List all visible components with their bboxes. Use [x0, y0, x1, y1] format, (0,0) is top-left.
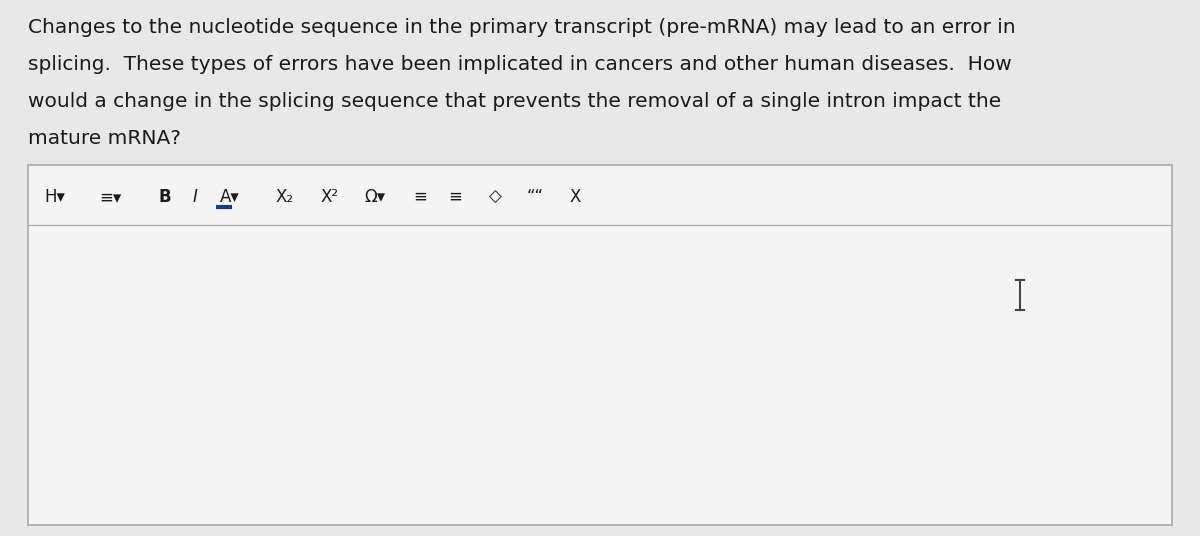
Text: H▾: H▾ — [44, 188, 66, 206]
Text: ≡: ≡ — [413, 188, 427, 206]
Text: X₂: X₂ — [276, 188, 294, 206]
Text: mature mRNA?: mature mRNA? — [28, 129, 181, 148]
Text: ≡: ≡ — [448, 188, 462, 206]
Text: ““: ““ — [527, 188, 544, 206]
Bar — [28, 165, 1172, 525]
Text: ◇: ◇ — [488, 188, 502, 206]
Text: would a change in the splicing sequence that prevents the removal of a single in: would a change in the splicing sequence … — [28, 92, 1001, 111]
Text: Ω▾: Ω▾ — [365, 188, 385, 206]
Text: I: I — [192, 188, 198, 206]
Text: B: B — [158, 188, 172, 206]
Text: X²: X² — [320, 188, 340, 206]
Text: A▾: A▾ — [220, 188, 240, 206]
Text: splicing.  These types of errors have been implicated in cancers and other human: splicing. These types of errors have bee… — [28, 55, 1012, 74]
Text: Χ: Χ — [569, 188, 581, 206]
Text: ≡▾: ≡▾ — [98, 188, 121, 206]
Text: Changes to the nucleotide sequence in the primary transcript (pre-mRNA) may lead: Changes to the nucleotide sequence in th… — [28, 18, 1015, 37]
